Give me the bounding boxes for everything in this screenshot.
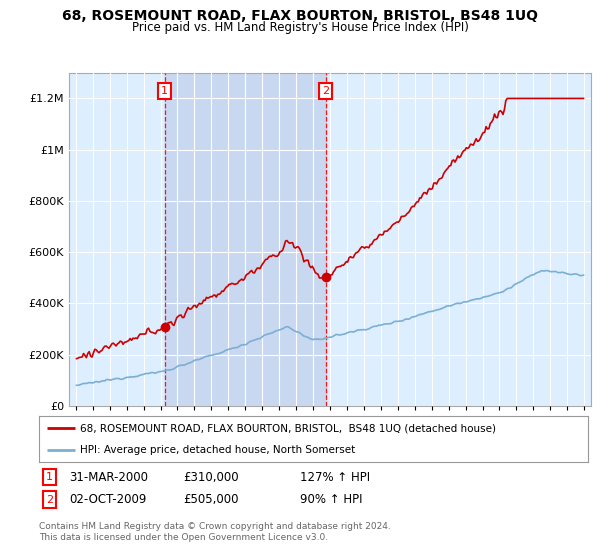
Text: 127% ↑ HPI: 127% ↑ HPI: [300, 470, 370, 484]
Text: This data is licensed under the Open Government Licence v3.0.: This data is licensed under the Open Gov…: [39, 533, 328, 542]
Text: 90% ↑ HPI: 90% ↑ HPI: [300, 493, 362, 506]
Text: 02-OCT-2009: 02-OCT-2009: [69, 493, 146, 506]
Text: Price paid vs. HM Land Registry's House Price Index (HPI): Price paid vs. HM Land Registry's House …: [131, 21, 469, 34]
Text: 2: 2: [46, 494, 53, 505]
Text: 1: 1: [161, 86, 168, 96]
Text: 31-MAR-2000: 31-MAR-2000: [69, 470, 148, 484]
Text: 68, ROSEMOUNT ROAD, FLAX BOURTON, BRISTOL, BS48 1UQ: 68, ROSEMOUNT ROAD, FLAX BOURTON, BRISTO…: [62, 9, 538, 23]
Text: HPI: Average price, detached house, North Somerset: HPI: Average price, detached house, Nort…: [80, 445, 355, 455]
Text: Contains HM Land Registry data © Crown copyright and database right 2024.: Contains HM Land Registry data © Crown c…: [39, 522, 391, 531]
Text: £310,000: £310,000: [183, 470, 239, 484]
Text: £505,000: £505,000: [183, 493, 239, 506]
Text: 2: 2: [322, 86, 329, 96]
Text: 1: 1: [46, 472, 53, 482]
Bar: [165, 73, 326, 406]
Text: 68, ROSEMOUNT ROAD, FLAX BOURTON, BRISTOL,  BS48 1UQ (detached house): 68, ROSEMOUNT ROAD, FLAX BOURTON, BRISTO…: [80, 423, 496, 433]
